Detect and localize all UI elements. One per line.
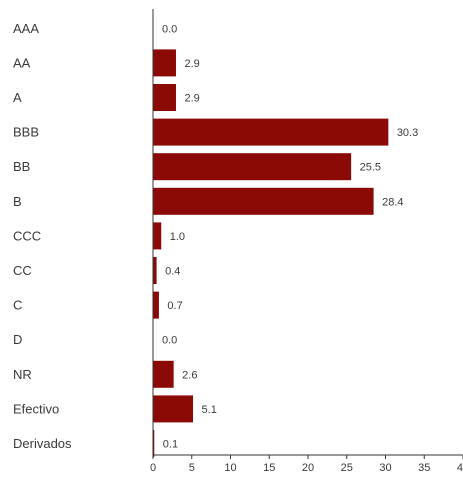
category-label: CCC bbox=[13, 228, 41, 243]
x-tick-label: 35 bbox=[418, 462, 430, 474]
x-tick-label: 0 bbox=[150, 462, 156, 474]
category-label: CC bbox=[13, 263, 32, 278]
value-label: 5.1 bbox=[202, 404, 217, 416]
x-tick-label: 5 bbox=[189, 462, 195, 474]
value-label: 0.7 bbox=[167, 300, 182, 312]
bar bbox=[153, 84, 176, 111]
x-tick-label: 20 bbox=[302, 462, 314, 474]
bar bbox=[153, 187, 374, 215]
value-label: 0.0 bbox=[162, 23, 177, 35]
x-tick-label: 30 bbox=[379, 462, 391, 474]
x-tick-label: 10 bbox=[224, 462, 236, 474]
category-label: D bbox=[13, 332, 22, 347]
x-tick-label: 15 bbox=[263, 462, 275, 474]
bar bbox=[153, 49, 176, 77]
value-label: 28.4 bbox=[382, 196, 403, 208]
value-label: 0.0 bbox=[162, 335, 177, 347]
x-tick-label: 25 bbox=[341, 462, 353, 474]
bar bbox=[153, 360, 174, 388]
category-label: C bbox=[13, 298, 22, 313]
bar bbox=[153, 430, 155, 457]
value-label: 1.0 bbox=[170, 231, 185, 243]
category-label: AA bbox=[13, 55, 31, 70]
bar bbox=[153, 118, 389, 146]
x-tick-label: 40 bbox=[457, 462, 463, 474]
bar bbox=[153, 291, 159, 319]
value-label: 25.5 bbox=[360, 162, 381, 174]
category-label: NR bbox=[13, 367, 32, 382]
value-label: 2.9 bbox=[184, 93, 199, 105]
category-label: Efectivo bbox=[13, 401, 59, 416]
category-label: AAA bbox=[13, 21, 39, 36]
bar bbox=[153, 222, 162, 250]
bar bbox=[153, 257, 157, 284]
bar bbox=[153, 153, 352, 181]
value-label: 2.9 bbox=[184, 58, 199, 70]
value-label: 30.3 bbox=[397, 127, 418, 139]
category-label: Derivados bbox=[13, 436, 72, 451]
value-label: 2.6 bbox=[182, 369, 197, 381]
category-label: BB bbox=[13, 159, 30, 174]
value-label: 0.1 bbox=[163, 439, 178, 451]
value-label: 0.4 bbox=[165, 266, 180, 278]
bar bbox=[153, 395, 194, 423]
category-label: BBB bbox=[13, 125, 39, 140]
category-label: B bbox=[13, 194, 22, 209]
category-label: A bbox=[13, 90, 22, 105]
